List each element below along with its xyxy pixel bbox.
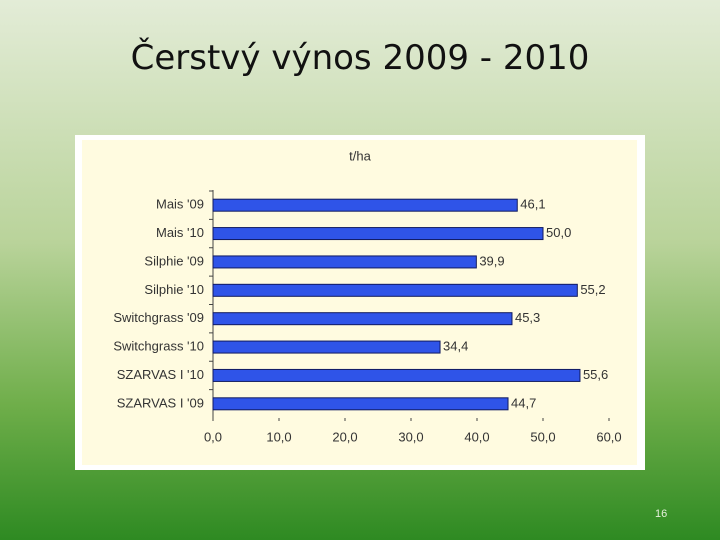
y-tick-label: Switchgrass '10 <box>113 339 204 354</box>
y-tick-label: SZARVAS I '10 <box>117 367 204 382</box>
x-tick-label: 10,0 <box>266 429 291 444</box>
x-tick-label: 0,0 <box>204 429 222 444</box>
page-number: 16 <box>655 508 668 520</box>
y-tick-label: Mais '09 <box>156 197 204 212</box>
value-label: 45,3 <box>515 310 540 325</box>
bar <box>212 198 518 212</box>
bar <box>212 283 578 297</box>
value-label: 44,7 <box>511 395 536 410</box>
y-tick-label: Silphie '09 <box>144 253 204 268</box>
value-label: 50,0 <box>546 225 571 240</box>
plot-background <box>82 140 637 465</box>
value-label: 39,9 <box>479 253 504 268</box>
value-label: 34,4 <box>443 339 468 354</box>
y-tick-label: Switchgrass '09 <box>113 310 204 325</box>
x-tick-label: 60,0 <box>596 429 621 444</box>
x-tick-label: 40,0 <box>464 429 489 444</box>
y-tick-label: Silphie '10 <box>144 282 204 297</box>
bar <box>212 227 544 241</box>
x-tick-label: 20,0 <box>332 429 357 444</box>
value-label: 55,6 <box>583 367 608 382</box>
slide-title: Čerstvý výnos 2009 - 2010 <box>130 38 590 78</box>
y-tick-label: Mais '10 <box>156 225 204 240</box>
x-tick-label: 30,0 <box>398 429 423 444</box>
bar <box>212 255 477 269</box>
bar <box>212 397 509 411</box>
bar <box>212 312 513 326</box>
value-label: 46,1 <box>520 197 545 212</box>
axis-label: t/ha <box>349 148 371 163</box>
bar <box>212 368 581 382</box>
x-tick-label: 50,0 <box>530 429 555 444</box>
y-tick-label: SZARVAS I '09 <box>117 395 204 410</box>
bar <box>212 340 441 354</box>
value-label: 55,2 <box>580 282 605 297</box>
